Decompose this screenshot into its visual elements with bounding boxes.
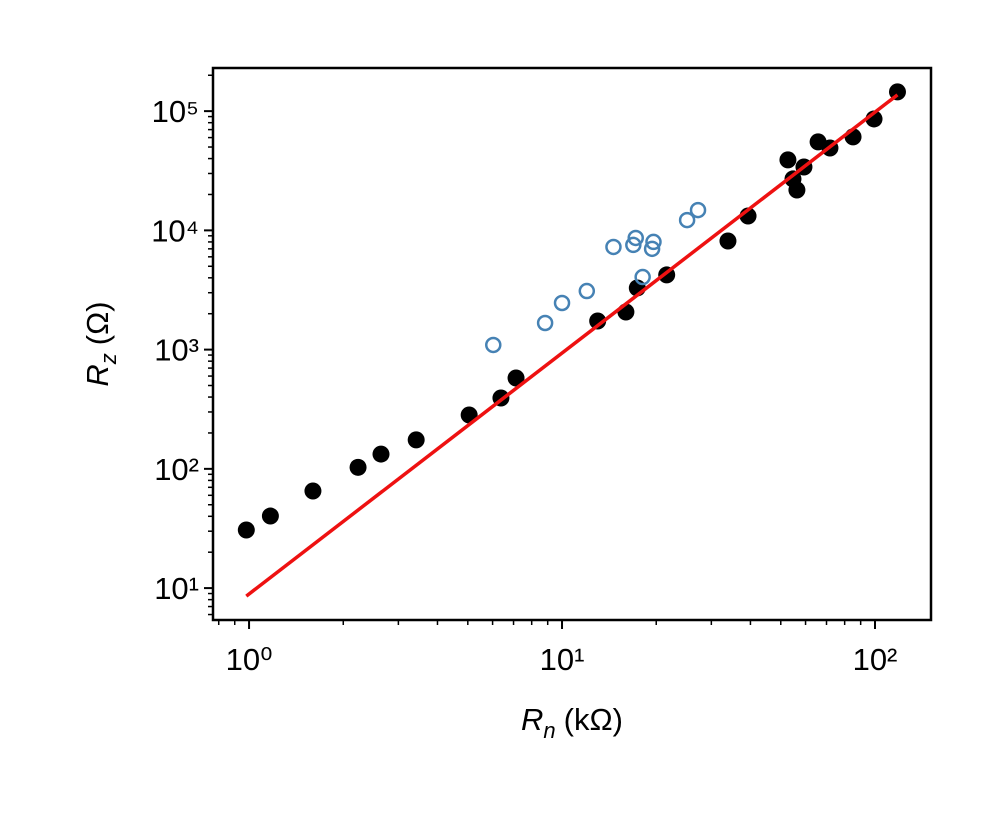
data-point <box>788 181 806 199</box>
data-point <box>349 458 367 476</box>
x-label-unit: (kΩ) <box>564 702 623 737</box>
data-point <box>553 294 571 312</box>
data-point <box>578 282 596 300</box>
data-point <box>485 336 502 354</box>
fit-line <box>245 93 899 598</box>
data-point <box>779 151 797 169</box>
data-point <box>625 236 642 254</box>
y-label-symbol: R <box>80 364 115 386</box>
y-tick-label: 10¹ <box>154 571 199 606</box>
data-point <box>645 233 662 251</box>
x-tick-label: 10¹ <box>540 642 585 677</box>
x-axis-label: Rn (kΩ) <box>521 702 623 743</box>
x-label-subscript: n <box>543 718 555 743</box>
data-point <box>372 445 390 463</box>
y-tick-label: 10⁴ <box>151 213 199 248</box>
data-point <box>507 369 525 387</box>
y-label-unit: (Ω) <box>80 301 115 345</box>
data-point <box>605 238 622 256</box>
data-point <box>237 521 255 539</box>
x-tick-label: 10⁰ <box>226 642 273 677</box>
data-point <box>627 229 644 247</box>
data-point <box>643 240 661 258</box>
y-tick-label: 10³ <box>154 333 199 368</box>
y-axis-label: Rz (Ω) <box>80 301 121 386</box>
y-label-subscript: z <box>96 353 121 365</box>
plot-frame <box>211 66 933 622</box>
data-point <box>407 431 425 449</box>
data-point <box>589 312 607 330</box>
data-point <box>536 314 554 332</box>
data-point <box>634 268 651 286</box>
data-point <box>304 482 322 500</box>
x-tick-label: 10² <box>853 642 898 677</box>
data-point <box>261 507 279 525</box>
y-tick-label: 10² <box>154 452 199 487</box>
data-point <box>719 232 737 250</box>
x-label-symbol: R <box>521 702 543 737</box>
data-point <box>689 201 707 219</box>
data-point <box>678 211 696 229</box>
y-tick-label: 10⁵ <box>152 94 199 129</box>
